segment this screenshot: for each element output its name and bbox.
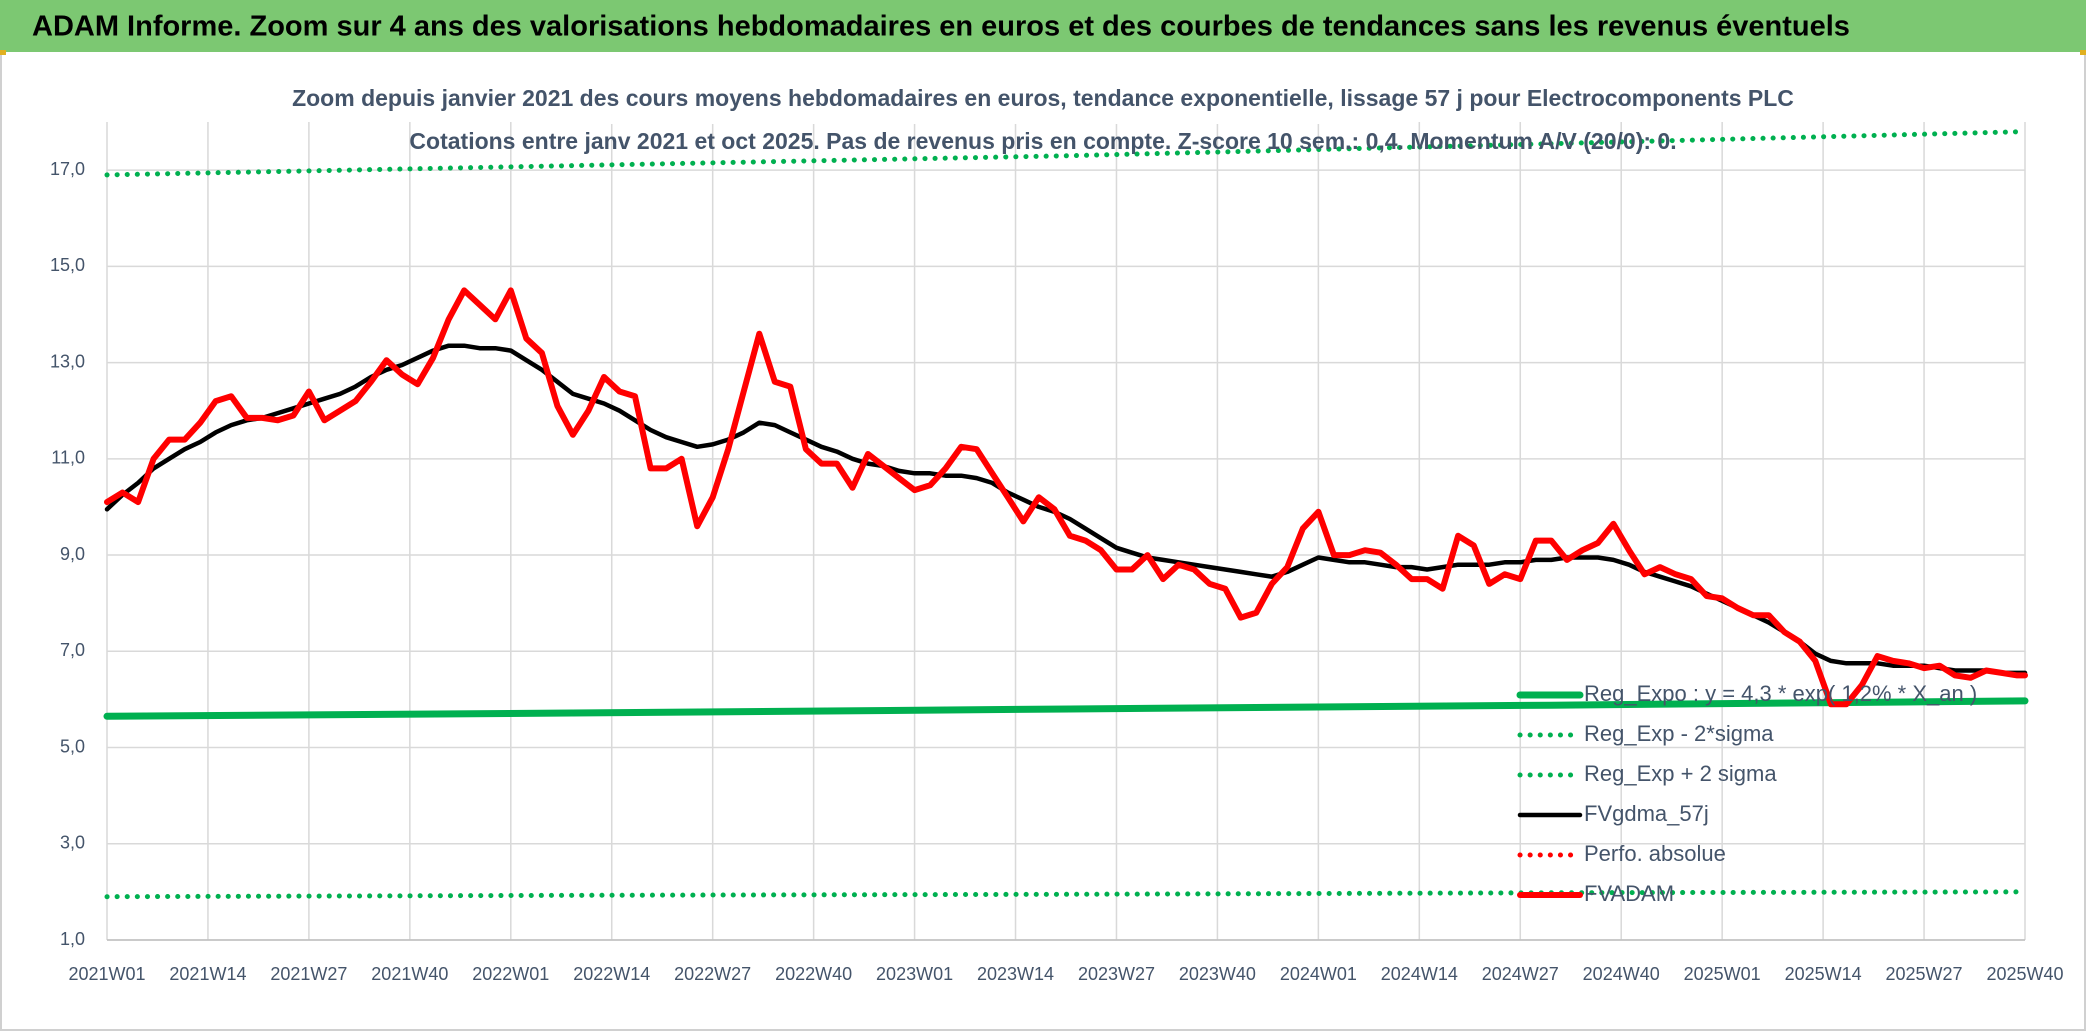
x-tick-label: 2022W27 — [674, 964, 751, 984]
x-tick-label: 2023W27 — [1078, 964, 1155, 984]
y-tick-label: 15,0 — [50, 255, 85, 275]
legend-label: FVADAM — [1584, 881, 1674, 906]
y-tick-label: 17,0 — [50, 159, 85, 179]
series-line — [104, 129, 2028, 178]
x-tick-label: 2023W01 — [876, 964, 953, 984]
y-tick-label: 1,0 — [60, 929, 85, 949]
y-tick-label: 7,0 — [60, 640, 85, 660]
x-tick-label: 2022W40 — [775, 964, 852, 984]
legend-label: Reg_Exp + 2 sigma — [1584, 761, 1777, 786]
x-tick-label: 2022W01 — [472, 964, 549, 984]
chart-title: ADAM Informe. Zoom sur 4 ans des valoris… — [32, 11, 1850, 43]
x-tick-label: 2023W40 — [1179, 964, 1256, 984]
x-tick-label: 2025W01 — [1684, 964, 1761, 984]
series-line — [103, 697, 2029, 720]
legend-label: Reg_Exp - 2*sigma — [1584, 721, 1774, 746]
subtitle-backdrop — [270, 58, 1370, 88]
title-bar-accent — [0, 50, 6, 55]
y-tick-label: 5,0 — [60, 736, 85, 756]
x-tick-label: 2022W14 — [573, 964, 650, 984]
y-tick-label: 11,0 — [51, 448, 85, 468]
title-bar — [0, 0, 2086, 52]
title-bar-accent — [2080, 50, 2086, 55]
series-line — [104, 287, 2028, 708]
chart-subtitle: Zoom depuis janvier 2021 des cours moyen… — [292, 85, 1794, 111]
chart-subtitle: Cotations entre janv 2021 et oct 2025. P… — [409, 128, 1676, 154]
y-tick-label: 3,0 — [60, 833, 85, 853]
legend-label: Reg_Expo : y = 4,3 * exp( 1,2% * X_an ) — [1584, 681, 1977, 706]
x-tick-label: 2021W14 — [169, 964, 246, 984]
x-tick-label: 2025W27 — [1886, 964, 1963, 984]
legend-label: Perfo. absolue — [1584, 841, 1726, 866]
legend-label: FVgdma_57j — [1584, 801, 1709, 826]
legend: Reg_Expo : y = 4,3 * exp( 1,2% * X_an ) R… — [1516, 681, 1977, 906]
x-tick-label: 2024W01 — [1280, 964, 1357, 984]
plot-area: 1,0 3,0 5,0 7,0 9,0 11,0 13,0 15,0 17,0 2021W01 20… — [50, 122, 2064, 984]
x-tick-label: 2021W01 — [68, 964, 145, 984]
x-tick-label: 2023W14 — [977, 964, 1054, 984]
x-tick-label: 2021W27 — [270, 964, 347, 984]
y-tick-label: 9,0 — [60, 544, 85, 564]
x-tick-label: 2024W40 — [1583, 964, 1660, 984]
series-line — [104, 889, 2028, 900]
y-tick-label: 13,0 — [50, 351, 85, 371]
x-tick-label: 2021W40 — [371, 964, 448, 984]
x-tick-label: 2025W14 — [1785, 964, 1862, 984]
x-tick-label: 2024W14 — [1381, 964, 1458, 984]
x-tick-label: 2024W27 — [1482, 964, 1559, 984]
x-tick-label: 2025W40 — [1986, 964, 2063, 984]
